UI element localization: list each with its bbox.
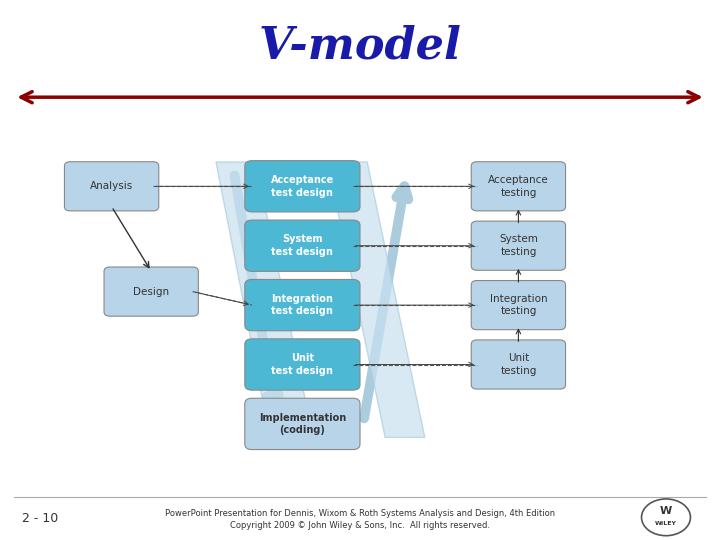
Text: Analysis: Analysis: [90, 181, 133, 191]
Text: V-model: V-model: [258, 24, 462, 68]
FancyBboxPatch shape: [471, 340, 566, 389]
Text: WILEY: WILEY: [655, 521, 677, 526]
Polygon shape: [328, 162, 425, 437]
FancyBboxPatch shape: [104, 267, 198, 316]
Text: Unit
test design: Unit test design: [271, 353, 333, 376]
Text: Acceptance
testing: Acceptance testing: [488, 175, 549, 198]
Text: 2 - 10: 2 - 10: [22, 512, 58, 525]
Polygon shape: [216, 162, 313, 437]
Text: Design: Design: [133, 287, 169, 296]
FancyBboxPatch shape: [245, 220, 360, 271]
Text: System
testing: System testing: [499, 234, 538, 257]
FancyBboxPatch shape: [471, 280, 566, 329]
FancyBboxPatch shape: [245, 160, 360, 212]
FancyBboxPatch shape: [471, 162, 566, 211]
Text: Integration
testing: Integration testing: [490, 294, 547, 316]
FancyBboxPatch shape: [245, 339, 360, 390]
FancyBboxPatch shape: [245, 280, 360, 330]
Text: Unit
testing: Unit testing: [500, 353, 536, 376]
Text: W: W: [660, 506, 672, 516]
FancyBboxPatch shape: [65, 162, 158, 211]
Text: Acceptance
test design: Acceptance test design: [271, 175, 334, 198]
Text: Integration
test design: Integration test design: [271, 294, 333, 316]
FancyBboxPatch shape: [471, 221, 566, 270]
Text: System
test design: System test design: [271, 234, 333, 257]
FancyBboxPatch shape: [245, 399, 360, 449]
Text: Implementation
(coding): Implementation (coding): [258, 413, 346, 435]
Text: PowerPoint Presentation for Dennis, Wixom & Roth Systems Analysis and Design, 4t: PowerPoint Presentation for Dennis, Wixo…: [165, 509, 555, 530]
